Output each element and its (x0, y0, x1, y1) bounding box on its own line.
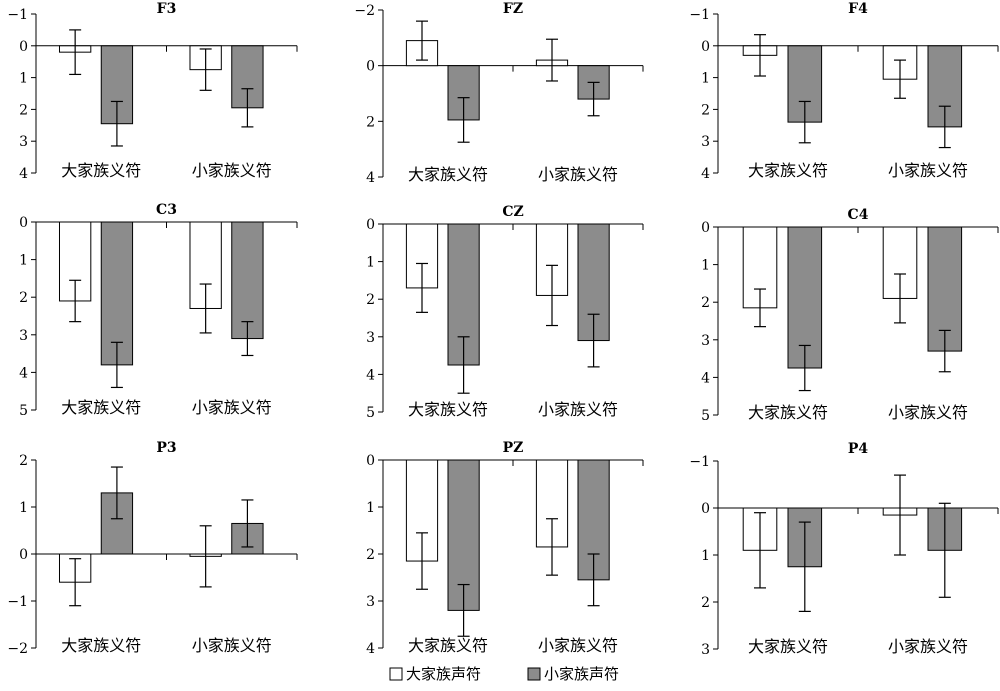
y-tick-label: 4 (366, 641, 375, 657)
y-tick-label: 0 (701, 220, 710, 236)
y-tick-label: 2 (366, 292, 375, 308)
bar-small-family (100, 221, 134, 366)
panel-pz: PZ 0 1 2 3 4 大家族义符 小家族义符 (366, 440, 644, 657)
category-label: 小家族义符 (538, 636, 618, 655)
panel-c3: C3 0 1 2 3 4 5 大家族义符 小家族义符 (19, 202, 298, 419)
y-tick-label: 3 (19, 134, 28, 150)
legend-swatch-0 (389, 667, 403, 681)
y-tick-label: 1 (19, 71, 28, 87)
panel-p4: P4 −1 0 1 2 3 大家族义符 小家族义符 (689, 441, 999, 658)
category-label: 小家族义符 (192, 161, 272, 180)
panel-title: CZ (502, 204, 523, 220)
panel-title: C4 (848, 207, 869, 223)
y-tick-label: 3 (701, 134, 710, 150)
panel-f3: F3 −1 0 1 2 3 4 大家族义符 小家族义符 (7, 1, 298, 182)
category-label: 大家族义符 (748, 403, 828, 422)
y-tick-label: 1 (701, 258, 710, 274)
category-label: 小家族义符 (192, 636, 272, 655)
category-label: 小家族义符 (888, 161, 968, 180)
legend-swatch-1 (527, 667, 541, 681)
panel-title: C3 (156, 202, 177, 218)
y-tick-label: −2 (354, 3, 375, 19)
panel-c4: C4 0 1 2 3 4 5 大家族义符 小家族义符 (701, 207, 999, 424)
panel-title: F4 (848, 1, 868, 17)
y-tick-label: 4 (366, 367, 375, 383)
y-tick-label: 0 (366, 217, 375, 233)
y-tick-label: 2 (701, 295, 710, 311)
y-tick-label: −1 (689, 454, 710, 470)
category-label: 大家族义符 (408, 165, 488, 184)
bar-large-family (535, 459, 569, 548)
category-label: 小家族义符 (888, 637, 968, 656)
category-label: 大家族义符 (61, 398, 141, 417)
y-tick-label: 1 (701, 71, 710, 87)
category-label: 大家族义符 (748, 161, 828, 180)
y-tick-label: 3 (366, 330, 375, 346)
legend: 大家族声符 小家族声符 (389, 665, 619, 683)
legend-label-1: 小家族声符 (544, 665, 619, 683)
category-label: 小家族义符 (538, 400, 618, 419)
bar-small-family (787, 226, 823, 369)
panel-p3: P3 −2 −1 0 1 2 大家族义符 小家族义符 (7, 440, 298, 657)
y-tick-label: 4 (701, 370, 710, 386)
panel-title: PZ (503, 440, 524, 456)
category-label: 大家族义符 (408, 636, 488, 655)
y-tick-label: 2 (366, 547, 375, 563)
y-tick-label: 3 (19, 328, 28, 344)
category-label: 大家族义符 (408, 400, 488, 419)
panel-cz: CZ 0 1 2 3 4 5 大家族义符 小家族义符 (366, 204, 644, 421)
category-label: 小家族义符 (538, 165, 618, 184)
panel-title: P4 (848, 441, 869, 457)
panel-title: F3 (157, 1, 177, 17)
category-label: 小家族义符 (192, 398, 272, 417)
y-tick-label: 1 (19, 253, 28, 269)
category-label: 大家族义符 (61, 636, 141, 655)
y-tick-label: 1 (19, 500, 28, 516)
y-tick-label: 2 (19, 453, 28, 469)
y-tick-label: 2 (19, 102, 28, 118)
panel-fz: FZ −2 0 2 4 大家族义符 小家族义符 (354, 1, 644, 186)
y-tick-label: 4 (701, 166, 710, 182)
y-tick-label: 4 (366, 170, 375, 186)
y-tick-label: 0 (19, 215, 28, 231)
y-tick-label: 0 (19, 547, 28, 563)
y-tick-label: −1 (7, 594, 28, 610)
y-tick-label: 0 (701, 501, 710, 517)
category-label: 大家族义符 (61, 161, 141, 180)
panel-f4: F4 −1 0 1 2 3 4 大家族义符 小家族义符 (689, 1, 999, 182)
y-tick-label: 3 (701, 642, 710, 658)
y-tick-label: 3 (701, 333, 710, 349)
y-tick-label: 3 (366, 594, 375, 610)
panel-title: P3 (156, 440, 176, 456)
y-tick-label: 5 (19, 403, 28, 419)
y-tick-label: 2 (366, 114, 375, 130)
y-tick-label: 1 (366, 255, 375, 271)
legend-label-0: 大家族声符 (406, 665, 481, 683)
y-tick-label: 0 (701, 39, 710, 55)
y-tick-label: 2 (19, 290, 28, 306)
y-tick-label: −1 (7, 7, 28, 23)
y-tick-label: −1 (689, 7, 710, 23)
y-tick-label: 1 (701, 548, 710, 564)
y-tick-label: 5 (701, 408, 710, 424)
y-tick-label: 5 (366, 405, 375, 421)
panel-title: FZ (503, 1, 523, 17)
y-tick-label: 1 (366, 500, 375, 516)
y-tick-label: 0 (19, 39, 28, 55)
y-tick-label: 4 (19, 365, 28, 381)
y-tick-label: 0 (366, 59, 375, 75)
y-tick-label: 0 (366, 453, 375, 469)
category-label: 大家族义符 (748, 637, 828, 656)
bar-small-family (231, 221, 264, 340)
y-tick-label: 2 (701, 595, 710, 611)
y-tick-label: 4 (19, 166, 28, 182)
y-tick-label: −2 (7, 641, 28, 657)
category-label: 小家族义符 (888, 403, 968, 422)
y-tick-label: 2 (701, 102, 710, 118)
